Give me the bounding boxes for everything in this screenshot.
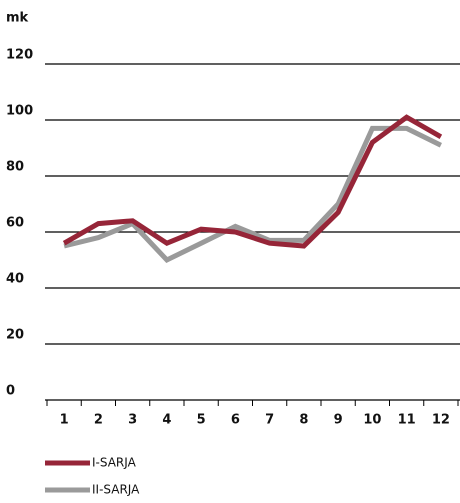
y-tick-label: 0 — [6, 384, 15, 399]
x-tick-label: 10 — [363, 413, 381, 428]
x-tick-label: 1 — [60, 413, 69, 428]
series-line — [63, 125, 442, 264]
x-tick-label: 5 — [197, 413, 206, 428]
legend-text: I-SARJA — [92, 456, 137, 470]
y-tick-label: 60 — [6, 216, 24, 231]
y-tick-label: 20 — [6, 328, 24, 343]
y-tick-label: 100 — [6, 104, 33, 119]
x-tick-label: 2 — [94, 413, 103, 428]
x-tick-label: 6 — [231, 413, 240, 428]
y-tick-label: 120 — [6, 48, 33, 63]
y-tick-label: 40 — [6, 272, 24, 287]
x-tick-label: 7 — [265, 413, 274, 428]
series-line — [62, 114, 443, 249]
x-tick-label: 9 — [334, 413, 343, 428]
legend-text: II-SARJA — [92, 483, 140, 497]
x-tick-label: 11 — [398, 413, 416, 428]
x-tick-label: 8 — [299, 413, 308, 428]
x-tick-label: 4 — [162, 413, 171, 428]
y-tick-label: 80 — [6, 160, 24, 175]
x-tick-label: 3 — [128, 413, 137, 428]
y-axis-label: mk — [6, 11, 29, 26]
x-tick-label: 12 — [432, 413, 450, 428]
